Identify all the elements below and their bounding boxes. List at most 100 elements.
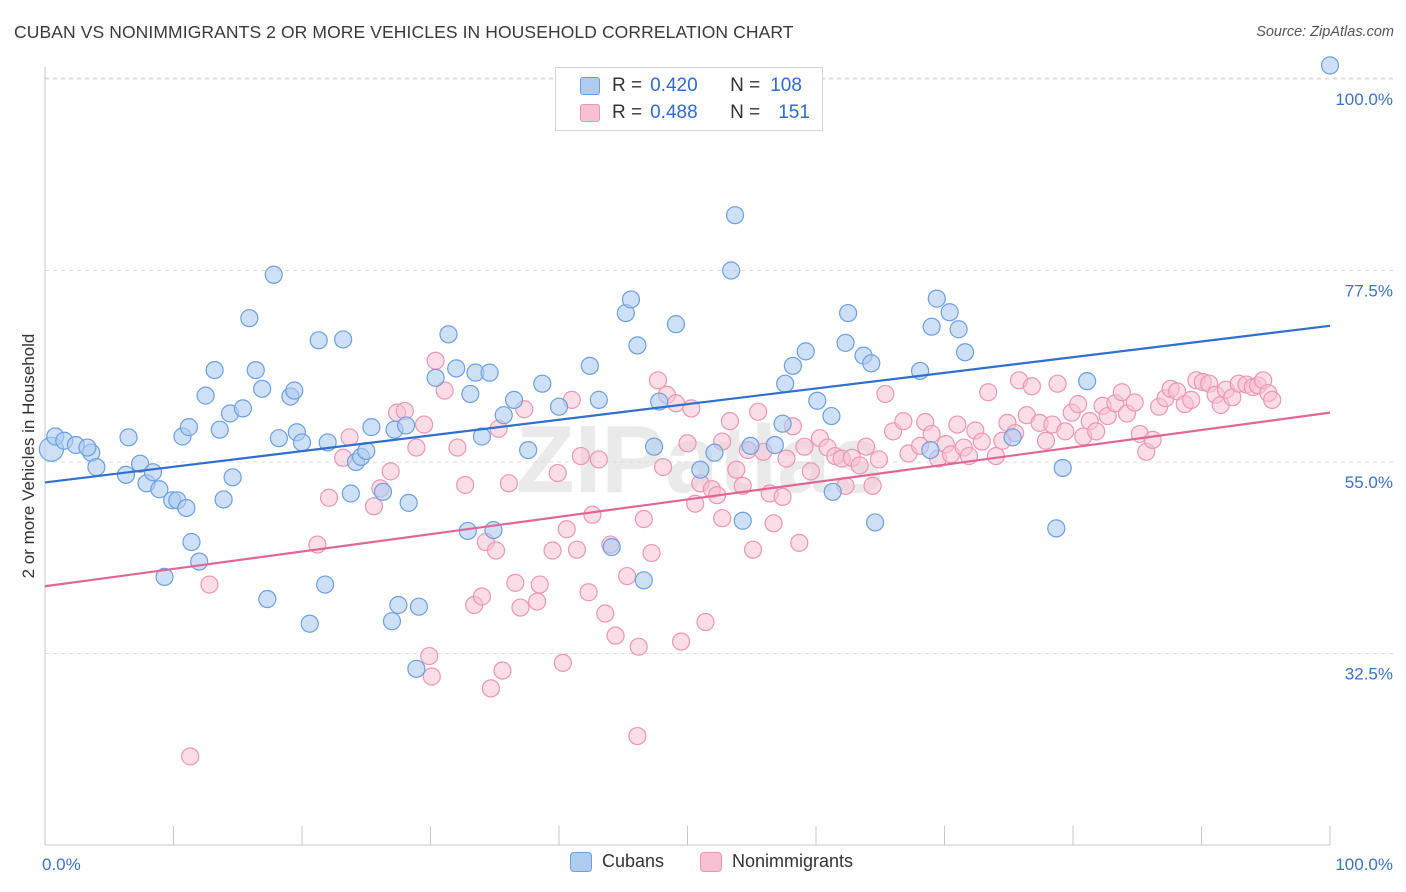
cubans-point <box>78 438 97 457</box>
cubans-point <box>741 436 760 455</box>
nonimmigrants-point <box>1143 430 1162 449</box>
cubans-point <box>439 325 458 344</box>
nonimmigrants-point <box>506 573 525 592</box>
nonimmigrants-point <box>696 612 715 632</box>
cubans-point <box>472 427 491 446</box>
cubans-point <box>691 460 710 479</box>
cubans-point <box>214 490 233 509</box>
cubans-point <box>480 363 499 382</box>
cubans-point <box>1003 428 1022 447</box>
nonimmigrants-point <box>426 351 445 370</box>
cubans-point <box>1047 519 1066 538</box>
nonimmigrants-point <box>666 394 686 413</box>
legend-item-cubans[interactable]: Cubans <box>570 851 664 872</box>
cubans-point <box>116 465 136 484</box>
y-tick-label: 77.5% <box>1345 282 1393 301</box>
cubans-point <box>196 386 215 405</box>
nonimmigrants-point <box>557 520 576 539</box>
nonimmigrants-point <box>653 458 673 477</box>
cubans-point <box>258 589 277 609</box>
y-tick-label: 32.5% <box>1345 665 1393 684</box>
nonimmigrants-point <box>1036 431 1056 450</box>
legend-item-nonimmigrants[interactable]: Nonimmigrants <box>700 851 853 872</box>
cubans-point <box>409 597 429 616</box>
nonimmigrants-point <box>481 679 500 698</box>
cubans-point <box>205 360 224 380</box>
cubans-point <box>549 397 569 416</box>
cubans-point <box>940 303 959 322</box>
cubans-point <box>836 333 855 352</box>
nonimmigrants-point <box>972 432 991 451</box>
nonimmigrants-point <box>571 446 590 466</box>
cubans-point <box>955 343 975 362</box>
cubans-point <box>309 331 328 350</box>
nonimmigrants-point <box>671 632 691 651</box>
nonimmigrants-point <box>869 450 889 469</box>
cubans-point <box>150 480 169 499</box>
nonimmigrants-point <box>678 434 697 453</box>
y-tick-label: 55.0% <box>1345 473 1393 492</box>
nonimmigrants-point <box>863 476 882 495</box>
nonimmigrants-point <box>777 449 796 468</box>
cubans-point <box>246 360 265 380</box>
cubans-point <box>130 454 150 473</box>
cubans-point <box>87 458 106 477</box>
nonimmigrants-point <box>530 575 549 594</box>
legend-n-label: N = <box>730 102 761 123</box>
cubans-point <box>705 443 724 462</box>
nonimmigrants-point <box>1022 377 1041 396</box>
series-legend: Cubans Nonimmigrants <box>0 851 1406 877</box>
cubans-point <box>823 482 842 501</box>
cubans-point <box>382 612 402 631</box>
cubans-point <box>292 433 312 452</box>
cubans-point <box>341 484 360 503</box>
cubans-point <box>362 418 381 437</box>
legend-r-value: 0.420 <box>650 75 698 96</box>
cubans-point <box>253 379 272 398</box>
cubans-point <box>494 406 513 425</box>
nonimmigrants-point <box>364 497 384 516</box>
cubans-point <box>240 309 259 328</box>
nonimmigrants-point <box>1263 390 1282 409</box>
cubans-point <box>1078 372 1097 391</box>
cubans-point <box>399 493 418 512</box>
nonimmigrants-point <box>618 566 637 586</box>
legend-row-nonimmigrants: R = 0.488 N = 151 <box>580 100 810 126</box>
nonimmigrants-legend-label: Nonimmigrants <box>732 851 854 871</box>
cubans-point <box>773 414 792 433</box>
cubans-point <box>533 374 552 393</box>
nonimmigrants-point <box>596 604 615 623</box>
cubans-point <box>447 359 466 378</box>
nonimmigrants-point <box>628 726 647 746</box>
tick-labels: 100.0% 77.5% 55.0% 32.5% 0.0% 100.0% <box>42 90 1393 874</box>
nonimmigrants-point <box>543 541 562 560</box>
cubans-point <box>776 374 795 393</box>
cubans-point <box>862 354 881 373</box>
nonimmigrants-point <box>1056 422 1075 441</box>
legend-row-cubans: R = 0.420 N = 108 <box>580 73 802 99</box>
nonimmigrants-point <box>1048 374 1067 393</box>
cubans-point <box>796 342 815 361</box>
legend-n-label: N = <box>730 75 761 96</box>
cubans-point <box>634 571 653 590</box>
cubans-point <box>190 552 209 571</box>
nonimmigrants-swatch <box>580 104 600 122</box>
nonimmigrants-point <box>448 438 467 457</box>
cubans-point <box>722 261 741 280</box>
cubans-point <box>589 390 608 409</box>
cubans-point <box>264 265 283 284</box>
nonimmigrants-trend-line <box>44 411 1331 588</box>
cubans-legend-swatch <box>570 851 592 872</box>
nonimmigrants-point <box>720 412 740 431</box>
nonimmigrants-point <box>499 474 518 493</box>
cubans-point <box>461 384 480 404</box>
cubans-legend-label: Cubans <box>602 851 665 871</box>
cubans-point <box>334 330 353 349</box>
chart-source: Source: ZipAtlas.com <box>1256 24 1394 40</box>
legend-r-label: R = <box>612 75 643 96</box>
nonimmigrants-point <box>340 428 359 447</box>
cubans-point <box>628 336 647 355</box>
nonimmigrants-point <box>486 541 506 560</box>
cubans-point <box>316 575 335 594</box>
nonimmigrants-point <box>894 412 913 431</box>
